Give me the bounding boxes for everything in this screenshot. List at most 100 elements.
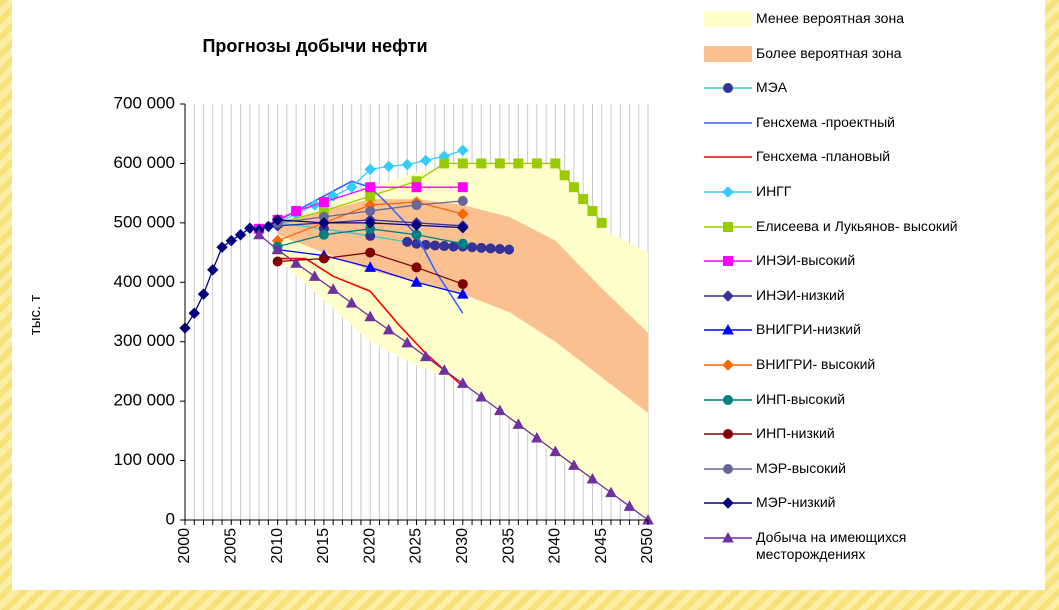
marker	[448, 241, 459, 252]
legend-swatch	[704, 122, 752, 124]
marker	[318, 229, 329, 240]
x-tick-label: 2030	[454, 528, 471, 564]
legend-swatch	[704, 463, 752, 474]
legend-swatch	[704, 11, 752, 27]
legend-swatch	[704, 359, 752, 371]
marker	[290, 257, 302, 268]
legend-label: ИНЭИ-высокий	[756, 252, 856, 269]
marker	[723, 83, 733, 94]
marker	[722, 497, 734, 510]
marker	[410, 219, 423, 231]
legend-item: Менее вероятная зона	[700, 10, 904, 28]
legend-label: Елисеева и Лукьянов- высокий	[756, 217, 958, 234]
marker	[420, 154, 432, 167]
marker	[365, 247, 376, 258]
marker	[225, 234, 238, 247]
legend-label: Добыча на имеющихся месторождениях	[756, 529, 907, 562]
marker	[308, 270, 321, 281]
x-tick-label: 2020	[361, 528, 378, 564]
marker	[722, 359, 734, 371]
x-tick-label: 2050	[639, 528, 656, 564]
marker	[722, 186, 734, 198]
legend-swatch	[704, 394, 752, 405]
y-tick-label: 100 000	[114, 450, 175, 469]
marker	[318, 197, 329, 208]
marker	[722, 324, 734, 335]
legend-swatch	[704, 429, 752, 440]
marker	[345, 181, 358, 193]
y-tick-label: 400 000	[114, 272, 175, 291]
marker	[216, 241, 228, 253]
y-tick-label: 600 000	[114, 153, 175, 172]
marker	[272, 256, 283, 267]
legend-item: Добыча на имеющихся месторождениях	[700, 529, 966, 563]
marker	[411, 200, 422, 211]
marker	[364, 217, 376, 229]
marker	[513, 158, 524, 169]
legend-item: Елисеева и Лукьянов- высокий	[700, 218, 958, 236]
legend-item: МЭР-низкий	[700, 494, 835, 512]
legend-swatch	[704, 531, 752, 543]
legend-item: ИНЭИ-низкий	[700, 287, 845, 305]
legend-item: Генсхема -проектный	[700, 114, 895, 132]
legend-item: МЭА	[700, 79, 787, 97]
marker	[493, 404, 506, 416]
legend-label: ИНЭИ-низкий	[756, 286, 845, 303]
marker	[568, 459, 580, 470]
marker	[364, 163, 376, 176]
marker	[568, 182, 579, 193]
marker	[457, 195, 468, 206]
marker	[723, 256, 733, 267]
x-tick-label: 2035	[500, 528, 517, 564]
marker	[467, 242, 478, 253]
y-tick-label: 700 000	[114, 93, 175, 112]
marker	[512, 418, 525, 429]
legend-item: ИНП-низкий	[700, 425, 835, 443]
marker	[318, 253, 329, 264]
x-tick-label: 2000	[176, 528, 193, 564]
legend-label: Менее вероятная зона	[756, 10, 904, 26]
legend-label: Генсхема -плановый	[756, 148, 891, 165]
marker	[457, 182, 468, 193]
y-tick-label: 300 000	[114, 331, 175, 350]
legend-swatch	[704, 497, 752, 510]
marker	[318, 217, 330, 229]
marker	[475, 390, 488, 402]
marker	[271, 243, 284, 255]
marker	[430, 240, 441, 251]
x-tick-label: 2045	[593, 528, 610, 564]
x-tick-label: 2010	[269, 528, 286, 564]
y-tick-label: 200 000	[114, 391, 175, 410]
marker	[327, 283, 340, 294]
marker	[365, 205, 376, 216]
legend-label: ИНП-высокий	[756, 390, 846, 407]
legend-label: МЭР-низкий	[756, 494, 836, 511]
marker	[439, 241, 450, 252]
marker	[365, 182, 376, 193]
marker	[364, 310, 377, 322]
marker	[345, 297, 358, 308]
legend-item: Более вероятная зона	[700, 45, 901, 63]
marker	[723, 429, 733, 440]
marker	[550, 158, 561, 169]
marker	[401, 158, 413, 171]
marker	[494, 244, 505, 255]
marker	[410, 276, 423, 287]
marker	[722, 531, 734, 543]
marker	[439, 158, 450, 169]
marker	[559, 170, 570, 181]
marker	[382, 323, 395, 335]
marker	[457, 208, 469, 220]
marker	[476, 158, 487, 169]
marker	[419, 350, 432, 362]
marker	[262, 220, 275, 233]
marker	[723, 394, 733, 405]
marker	[411, 182, 422, 193]
marker	[457, 158, 468, 169]
marker	[531, 158, 542, 169]
legend-item: ВНИГРИ- высокий	[700, 356, 875, 374]
marker	[722, 290, 734, 302]
legend-swatch	[704, 83, 752, 94]
marker	[457, 144, 469, 157]
